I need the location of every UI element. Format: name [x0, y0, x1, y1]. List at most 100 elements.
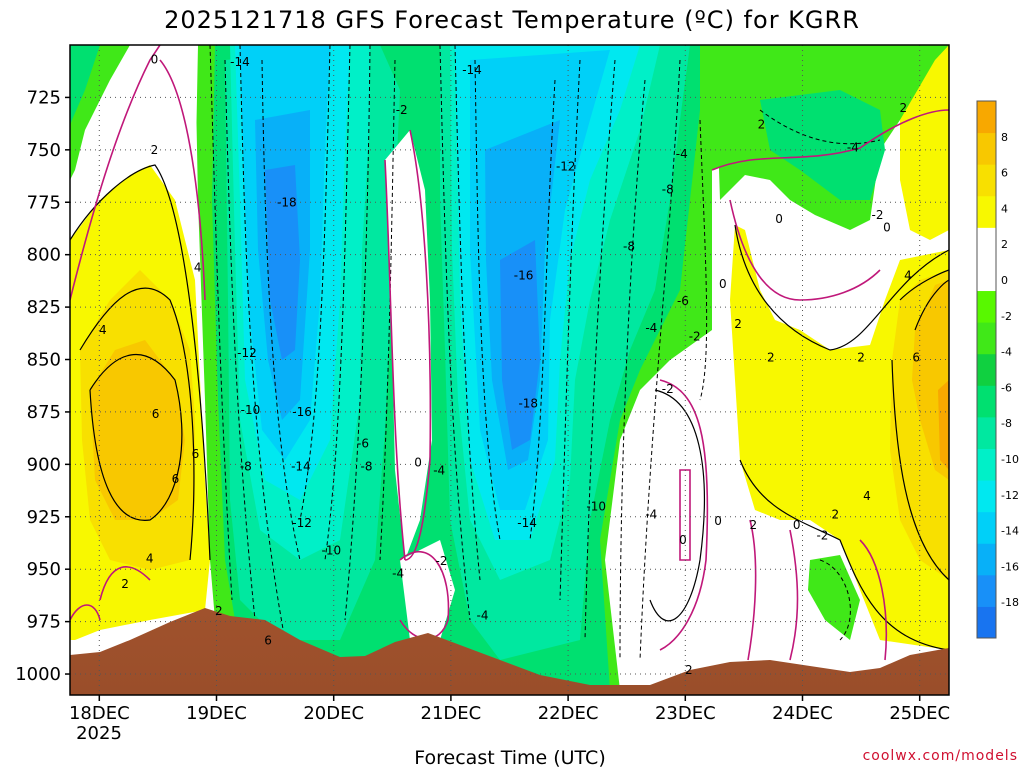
contour-label: -2	[662, 382, 674, 396]
contour-label: -8	[662, 183, 674, 197]
contour-label: -8	[240, 459, 252, 473]
contour-label: -10	[322, 543, 342, 557]
y-tick-label: 950	[27, 559, 61, 580]
colorbar-tick-label: -10	[1001, 453, 1019, 466]
colorbar-swatch	[977, 132, 996, 165]
contour-label: -12	[556, 160, 576, 174]
contour-label: -18	[277, 195, 297, 209]
contour-label: 4	[863, 489, 871, 503]
contour-label: 2	[685, 663, 693, 677]
colorbar-tick-label: 6	[1001, 167, 1008, 180]
warm-region-left-6	[90, 340, 185, 520]
contour-label: 6	[912, 350, 920, 364]
x-tick-label: 23DEC	[655, 703, 716, 724]
green-patch-right-low	[808, 555, 860, 640]
contour-label: -2	[436, 554, 448, 568]
colorbar-swatch	[977, 258, 996, 292]
y-tick-label: 900	[27, 454, 61, 475]
x-axis-label: Forecast Time (UTC)	[414, 747, 605, 768]
contour-label: -12	[237, 346, 257, 360]
colorbar-tick-label: 8	[1001, 131, 1008, 144]
contour-label: 6	[152, 407, 160, 421]
contour-label: -2	[816, 529, 828, 543]
contour-label: -4	[676, 147, 688, 161]
contour-label: 2	[767, 350, 775, 364]
colorbar-swatch	[977, 448, 996, 481]
warm-region-mid-low	[400, 540, 455, 640]
zero-isotherms	[70, 45, 949, 661]
colorbar-tick-label: -18	[1001, 596, 1019, 609]
terrain	[70, 608, 949, 695]
contour-label: 2	[215, 604, 223, 618]
contour-label: -4	[645, 321, 657, 335]
credit-text: coolwx.com/models	[863, 748, 1018, 764]
contour-label: 6	[192, 447, 200, 461]
x-tick-label: 20DEC	[303, 703, 364, 724]
y-tick-label: 825	[27, 297, 61, 318]
chart-title: 2025121718 GFS Forecast Temperature (ºC)…	[164, 6, 860, 34]
colorbar-tick-label: -14	[1001, 525, 1019, 538]
green-region-right-b	[760, 90, 885, 200]
x-tick-label: 19DEC	[186, 703, 247, 724]
warm-region-right-2	[730, 225, 949, 650]
contour-label: 2	[121, 577, 129, 591]
colorbar-tick-label: -8	[1001, 417, 1012, 430]
contour-label: -4	[433, 464, 445, 478]
contour-label: 4	[194, 260, 202, 274]
plot-frame	[69, 44, 950, 696]
colorbar-tick-label: -2	[1001, 310, 1012, 323]
contour-label: 6	[264, 633, 272, 647]
contour-label: -6	[357, 436, 369, 450]
contour-label: -6	[677, 294, 689, 308]
contour-label: -14	[517, 516, 537, 530]
warm-region-right-8	[938, 380, 949, 470]
colorbar-tick-label: -12	[1001, 489, 1019, 502]
colorbar-swatch	[977, 101, 996, 134]
contour-label: 2	[758, 118, 766, 132]
contour-label: 0	[679, 533, 687, 547]
positive-isotherms	[70, 164, 949, 651]
negative-isotherms	[209, 45, 881, 661]
contour-label: 2	[857, 350, 865, 364]
x-axis-year: 2025	[76, 723, 122, 744]
contour-label: -2	[872, 208, 884, 222]
contour-label: -12	[292, 516, 312, 530]
contour-label: 2	[734, 317, 742, 331]
contour-label: 0	[151, 53, 159, 67]
y-tick-label: 750	[27, 140, 61, 161]
contour-label: -10	[586, 499, 606, 513]
contour-label: 2	[749, 518, 757, 532]
x-axis: 18DEC 19DEC 20DEC 21DEC 22DEC 23DEC 24DEC 25DEC	[69, 695, 950, 724]
contour-label: -8	[361, 459, 373, 473]
colorbar-swatch	[977, 290, 996, 323]
green-patch-left-b	[70, 45, 100, 125]
y-tick-label: 975	[27, 612, 61, 633]
colorbar-swatch	[977, 195, 996, 228]
y-tick-label: 875	[27, 402, 61, 423]
warm-patch-top-right	[900, 45, 949, 240]
contour-label: -14	[462, 63, 482, 77]
y-tick-label: 1000	[15, 664, 61, 685]
contour-label: -8	[623, 239, 635, 253]
contour-label: 2	[831, 508, 839, 522]
contour-label: -4	[392, 566, 404, 580]
colorbar-swatch	[977, 574, 996, 607]
contour-label: 0	[883, 220, 891, 234]
contour-label: -4	[645, 508, 657, 522]
contour-labels: 0 -14-14-22-12-42-42-8-180 -20-84-160-6424…	[99, 53, 920, 677]
x-tick-label: 22DEC	[538, 703, 599, 724]
colorbar-tick-label: 4	[1001, 202, 1008, 215]
colorbar: 8 6 4 2 0 -2 -4 -6 -8 -10 -12 -14 -16 -18	[976, 100, 1019, 639]
colorbar-swatch	[977, 385, 996, 418]
colorbar-swatch	[977, 606, 996, 639]
contour-label: 0	[775, 212, 783, 226]
colorbar-tick-label: 2	[1001, 238, 1008, 251]
colorbar-swatch	[977, 480, 996, 513]
contour-label: -14	[291, 459, 311, 473]
colorbar-swatch	[977, 543, 996, 576]
colorbar-tick-label: -6	[1001, 381, 1012, 394]
colorbar-swatch	[977, 227, 996, 260]
contour-label: 0	[719, 277, 727, 291]
y-tick-label: 925	[27, 507, 61, 528]
contour-label: -10	[241, 403, 261, 417]
